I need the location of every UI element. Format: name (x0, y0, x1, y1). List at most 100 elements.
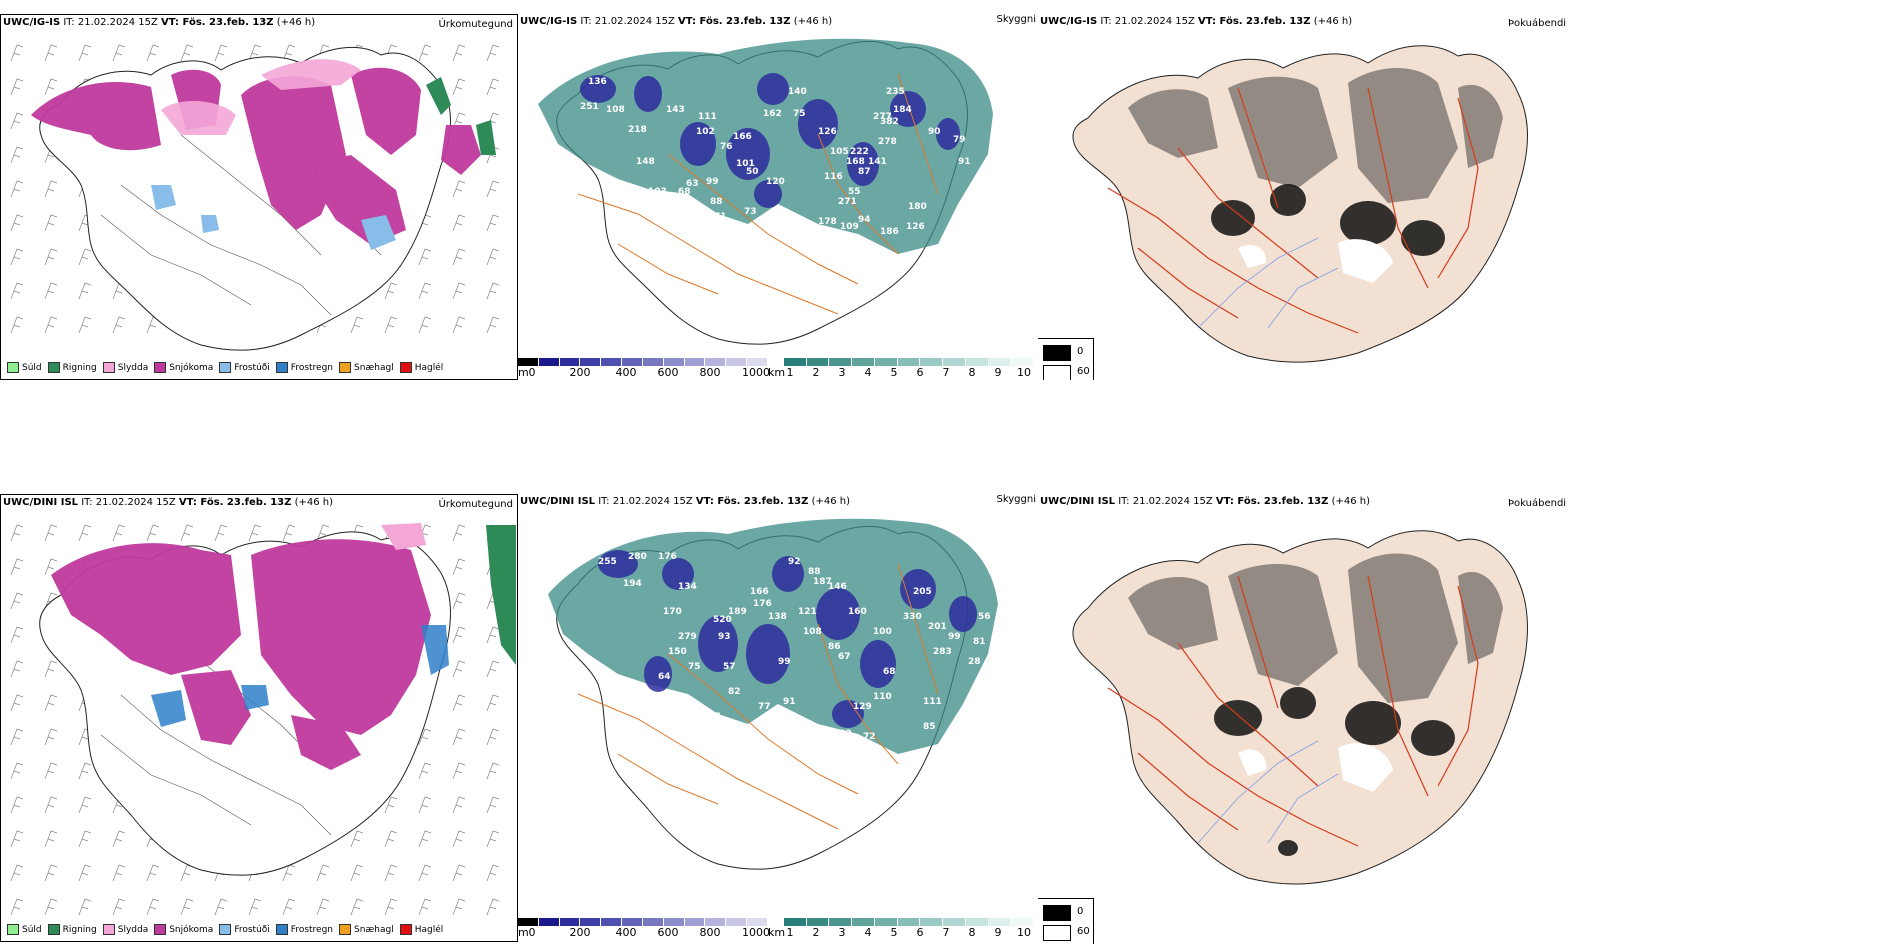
visibility-value-label: 68 (678, 187, 691, 197)
colorbar-cell (747, 918, 768, 926)
visibility-value-label: 134 (678, 582, 697, 592)
wind-barb (10, 78, 24, 96)
visibility-value-label: 71 (714, 212, 727, 222)
visibility-value-label: 166 (733, 132, 752, 142)
fog-legend-value-60: 60 (1077, 926, 1090, 937)
tick-label: 7 (942, 926, 950, 939)
fog-legend-value-0: 0 (1077, 906, 1084, 917)
legend-item-hail: Haglél (399, 362, 443, 373)
wind-barb (418, 44, 432, 62)
colorbar-cell (622, 358, 643, 366)
wind-barb (486, 694, 500, 712)
visibility-value-label: 170 (663, 607, 682, 617)
wind-barb (452, 44, 466, 62)
visibility-value-label: 73 (744, 207, 757, 217)
cloud-base-ticks: 0 200 400 600 800 1000 (518, 926, 771, 939)
colorbar-cell (663, 358, 685, 366)
colorbar-cell (806, 358, 830, 366)
tick-label: 3 (838, 366, 846, 379)
visibility-value-label: 102 (696, 127, 715, 137)
colorbar-cell (705, 918, 727, 926)
wind-barb (78, 830, 92, 848)
wind-barb (486, 214, 500, 232)
legend-item-freezing-drizzle: Frostúði (219, 924, 270, 935)
legend-item-hail: Haglél (399, 924, 443, 935)
colorbar-cell (663, 918, 685, 926)
fog-index-map (1072, 45, 1528, 363)
tick-label: 200 (569, 926, 591, 939)
panel-header: UWC/IG-IS IT: 21.02.2024 15Z VT: Fös. 23… (1040, 16, 1353, 27)
wind-barb (486, 44, 500, 62)
tick-label: 5 (890, 366, 898, 379)
visibility-value-label: 67 (838, 652, 851, 662)
wind-barb (10, 44, 24, 62)
cloud-base-unit: m (518, 366, 529, 379)
colorbar-cell (920, 918, 944, 926)
legend-swatch (47, 924, 60, 935)
road-network (577, 563, 939, 830)
wind-barb (316, 524, 330, 542)
wind-barb (418, 316, 432, 334)
visibility-value-label: 255 (598, 557, 617, 567)
tick-label: 0 (528, 366, 536, 379)
wind-barb (112, 864, 126, 882)
visibility-value-label: 278 (878, 137, 897, 147)
colorbar-cell (747, 358, 768, 366)
tick-label: 400 (615, 366, 637, 379)
colorbar-cell (897, 358, 921, 366)
wind-barb (10, 864, 24, 882)
visibility-unit: km (768, 366, 786, 379)
wind-barb (10, 558, 24, 576)
visibility-value-label: 85 (923, 722, 936, 732)
colorbar-cell (874, 918, 898, 926)
visibility-value-label: 88 (710, 197, 723, 207)
visibility-value-label: 91 (958, 157, 971, 167)
colorbar-cell (580, 918, 602, 926)
visibility-value-label: 205 (913, 587, 932, 597)
wind-barb (44, 558, 58, 576)
wind-barb (486, 282, 500, 300)
visibility-value-label: 68 (883, 667, 896, 677)
legend-item-freezing-drizzle: Frostúði (219, 362, 270, 373)
wind-barb (486, 248, 500, 266)
wind-barb (78, 762, 92, 780)
visibility-value-label: 283 (933, 647, 952, 657)
wind-barb (78, 248, 92, 266)
visibility-value-label: 184 (893, 105, 912, 115)
visibility-value-label: 76 (720, 142, 733, 152)
wind-barb (384, 316, 398, 334)
colorbar-cell (920, 358, 944, 366)
visibility-value-label: 57 (723, 662, 736, 672)
panel-header: UWC/DINI ISL IT: 21.02.2024 15Z VT: Fös.… (520, 496, 850, 507)
road-network (1107, 575, 1479, 847)
wind-barb (418, 248, 432, 266)
rain-areas (486, 525, 516, 665)
wind-barb (486, 660, 500, 678)
white-glaciers (1238, 743, 1393, 792)
legend-swatch (7, 924, 19, 935)
legend-swatch (154, 924, 167, 935)
legend-item-rain: Rigning (47, 924, 97, 935)
wind-barb (78, 864, 92, 882)
visibility-value-label: 194 (623, 579, 642, 589)
wind-barb (44, 660, 58, 678)
legend-swatch (399, 924, 412, 935)
sleet-areas (381, 523, 426, 550)
legend-item-snow-pellets: Snæhagl (339, 924, 394, 935)
visibility-value-label: 77 (758, 702, 771, 712)
wind-barb (418, 898, 432, 916)
legend-item-rain: Rigning (47, 362, 97, 373)
wind-barb (112, 316, 126, 334)
wind-barb (214, 44, 228, 62)
wind-barb (248, 524, 262, 542)
visibility-colors (784, 358, 1035, 366)
fog-legend-value-0: 0 (1077, 346, 1084, 357)
wind-barb (452, 248, 466, 266)
visibility-value-label: 136 (588, 77, 607, 87)
visibility-value-label: 75 (688, 662, 701, 672)
tick-label: 3 (838, 926, 846, 939)
colorbar-cell (784, 358, 807, 366)
colorbar-cell (965, 358, 989, 366)
wind-barb (44, 180, 58, 198)
